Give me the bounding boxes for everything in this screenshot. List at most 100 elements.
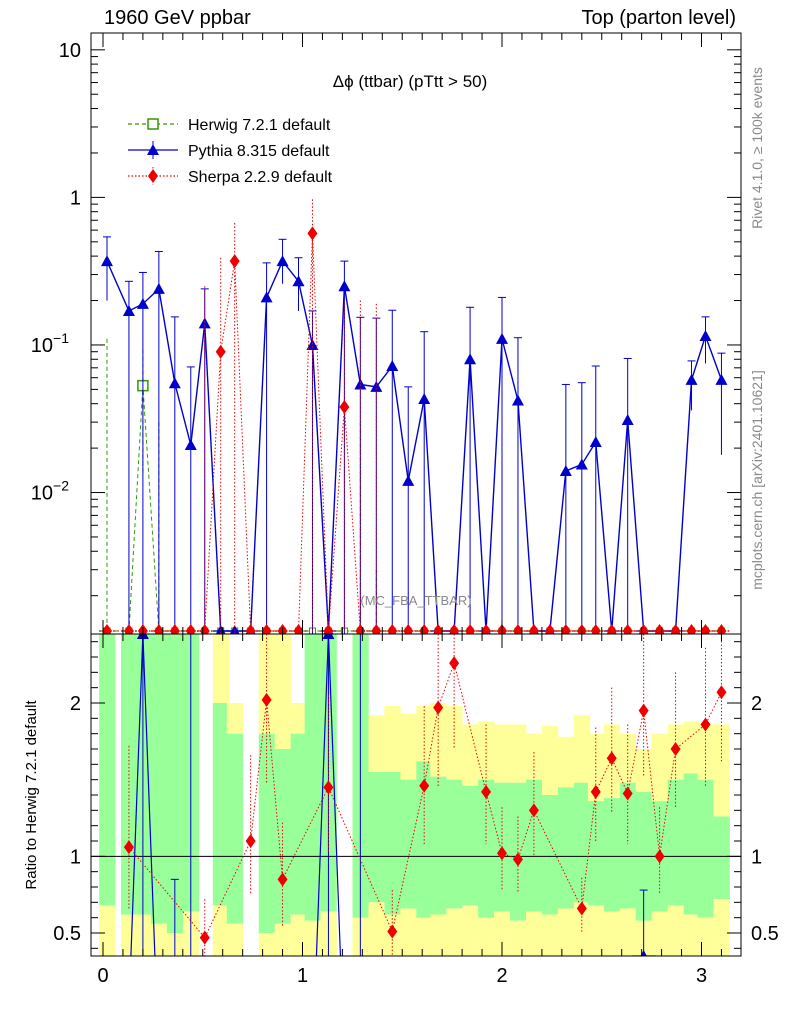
legend-label: Herwig 7.2.1 default: [188, 117, 331, 134]
series-line: [128, 661, 722, 939]
green-band: [430, 776, 447, 915]
green-band: [212, 703, 230, 906]
yellow-band: [430, 914, 447, 956]
data-point: [387, 924, 398, 939]
green-band: [462, 785, 479, 906]
green-band: [99, 634, 116, 906]
yellow-band: [651, 911, 668, 956]
yellow-band: [651, 733, 668, 802]
green-band: [683, 773, 700, 915]
data-point: [638, 703, 649, 718]
yellow-band: [542, 914, 559, 956]
green-band: [400, 779, 417, 909]
yellow-band: [368, 715, 385, 772]
series-pythia: [100, 236, 728, 634]
zero-marker: [261, 624, 272, 634]
zero-marker: [590, 624, 601, 634]
yellow-band: [416, 917, 433, 956]
yellow-band: [274, 923, 291, 956]
yellow-band: [526, 911, 543, 956]
green-band: [619, 782, 637, 909]
green-band: [542, 795, 559, 915]
yellow-band: [226, 703, 244, 734]
yellow-band: [462, 905, 479, 956]
zero-marker: [670, 624, 681, 634]
green-band: [697, 779, 714, 918]
x-tick-label: 1: [297, 965, 308, 987]
yellow-band: [258, 933, 275, 956]
data-point: [575, 458, 588, 470]
data-point: [590, 784, 601, 799]
yellow-band: [573, 715, 591, 783]
yellow-band: [99, 905, 116, 956]
yellow-band: [226, 923, 244, 956]
data-point: [496, 332, 508, 344]
yellow-band: [573, 902, 591, 956]
zero-marker: [606, 624, 617, 634]
data-point: [481, 784, 492, 799]
data-point: [306, 338, 319, 350]
yellow-band: [384, 706, 401, 772]
data-point: [123, 840, 134, 855]
data-point: [370, 380, 383, 392]
data-point: [464, 353, 477, 365]
yellow-band: [619, 733, 637, 783]
main-y-tick-labels: 10 1 10−1 10−2: [31, 40, 81, 505]
legend-label: Pythia 8.315 default: [188, 143, 330, 160]
zero-marker: [700, 624, 711, 634]
green-band: [290, 733, 307, 915]
y-tick-label: 1: [70, 187, 81, 209]
data-point: [511, 394, 524, 406]
data-point: [402, 474, 415, 486]
data-point: [670, 742, 681, 756]
zero-marker: [419, 624, 430, 634]
ratio-panel-series: [123, 634, 727, 956]
green-band: [478, 779, 495, 918]
data-point: [292, 275, 305, 287]
zero-marker: [512, 624, 523, 634]
zero-marker: [449, 624, 460, 634]
data-point: [339, 399, 350, 414]
side-label-top: Rivet 4.1.0, ≥ 100k events: [749, 67, 765, 229]
analysis-label: (MC_FBA_TTBAR): [360, 593, 471, 608]
green-band: [713, 816, 730, 900]
data-point: [715, 373, 728, 385]
data-point: [277, 872, 288, 887]
yellow-band: [400, 908, 417, 956]
main-panel-series: [99, 199, 730, 634]
chart-title: Δϕ (ttbar) (pTtt > 50): [333, 72, 488, 91]
zero-marker: [199, 624, 210, 634]
yellow-band: [400, 713, 417, 780]
data-point: [100, 255, 113, 267]
data-point: [322, 634, 335, 639]
green-band: [526, 779, 543, 912]
zero-marker: [528, 624, 539, 634]
x-tick-label: 3: [696, 965, 707, 987]
green-band: [368, 772, 385, 903]
yellow-band: [274, 634, 291, 749]
zero-marker: [465, 624, 476, 634]
zero-marker: [560, 624, 571, 634]
legend: Herwig 7.2.1 default Pythia 8.315 default…: [128, 117, 333, 186]
data-point: [622, 786, 633, 801]
data-point: [323, 780, 334, 795]
y-tick-label-right: 1: [751, 846, 762, 868]
data-point: [700, 717, 711, 732]
yellow-band: [713, 724, 730, 817]
legend-marker: [148, 169, 158, 183]
data-point: [354, 378, 367, 390]
series-line: [130, 634, 156, 956]
zero-marker: [185, 624, 196, 634]
zero-marker: [622, 624, 633, 634]
green-band: [304, 634, 321, 921]
yellow-band: [635, 749, 653, 792]
ratio-y-tick-labels: 0.5 0.5 1 1 2 2: [53, 693, 779, 945]
data-point: [497, 846, 507, 861]
zero-marker: [481, 624, 492, 634]
zero-marker: [101, 624, 112, 634]
y-tick-label: 10: [59, 40, 81, 62]
yellow-band: [683, 721, 700, 774]
zero-marker: [403, 624, 414, 634]
y-tick-label: 10−2: [31, 478, 69, 505]
